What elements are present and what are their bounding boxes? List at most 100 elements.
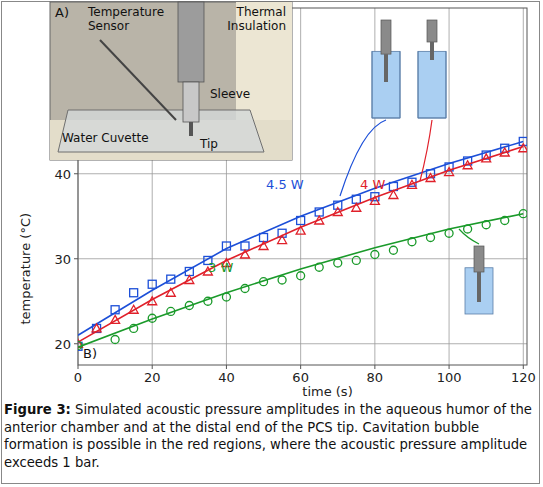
data-point bbox=[445, 229, 453, 237]
data-point bbox=[482, 154, 491, 162]
cuvette-wall bbox=[372, 51, 400, 118]
handpiece bbox=[178, 2, 204, 82]
data-point bbox=[93, 324, 101, 332]
data-point bbox=[297, 217, 305, 225]
tick-x bbox=[374, 365, 375, 369]
tick-y bbox=[74, 173, 78, 174]
probe-tip bbox=[430, 42, 434, 60]
caption: Figure 3: Simulated acoustic pressure am… bbox=[4, 401, 535, 471]
inset-label: Temperature bbox=[87, 5, 164, 19]
data-group bbox=[78, 137, 527, 350]
data-point bbox=[352, 203, 361, 211]
data-point bbox=[166, 288, 175, 296]
tick-y bbox=[74, 343, 78, 344]
leader-line bbox=[340, 120, 386, 196]
tick-label-x: 60 bbox=[292, 370, 309, 385]
data-point bbox=[389, 191, 398, 199]
tick-label-x: 80 bbox=[367, 370, 384, 385]
sleeve bbox=[183, 82, 199, 122]
data-point bbox=[407, 180, 416, 188]
cuvette-water bbox=[418, 51, 446, 118]
data-point bbox=[260, 278, 268, 286]
data-point bbox=[315, 216, 324, 224]
tick-label-x: 120 bbox=[511, 370, 536, 385]
data-point bbox=[333, 208, 342, 216]
grid-line-y bbox=[78, 173, 527, 174]
data-point bbox=[130, 324, 138, 332]
data-point bbox=[464, 225, 472, 233]
data-point bbox=[297, 272, 305, 280]
tick-label-x: 20 bbox=[144, 370, 161, 385]
probe-sleeve bbox=[381, 20, 391, 54]
inset-label: Tip bbox=[199, 137, 218, 151]
grid-line-y bbox=[78, 258, 527, 259]
tick-x bbox=[226, 365, 227, 369]
data-point bbox=[501, 217, 509, 225]
probe-tip bbox=[384, 54, 388, 82]
inset-label: Sensor bbox=[88, 19, 129, 33]
data-point bbox=[389, 246, 397, 254]
sensor bbox=[100, 40, 176, 120]
data-point bbox=[315, 263, 323, 271]
tick-label-x: 0 bbox=[74, 370, 82, 385]
data-point bbox=[185, 302, 193, 310]
fit-line bbox=[78, 141, 523, 335]
data-point bbox=[78, 341, 82, 349]
probe-sleeve bbox=[427, 20, 437, 42]
data-point bbox=[111, 306, 119, 314]
data-point bbox=[371, 251, 379, 259]
tick-y bbox=[74, 258, 78, 259]
data-point bbox=[222, 293, 230, 301]
grid-line-x bbox=[523, 8, 524, 365]
inset-label: Sleeve bbox=[210, 87, 250, 101]
inset-label: Water Cuvette bbox=[62, 131, 149, 145]
grid-line-y bbox=[78, 343, 527, 344]
leader-line bbox=[420, 120, 432, 181]
data-point bbox=[408, 238, 416, 246]
data-point bbox=[148, 314, 156, 322]
cuvette-icon bbox=[372, 20, 400, 118]
tick-x bbox=[523, 365, 524, 369]
cuvette-icon bbox=[418, 20, 446, 118]
data-point bbox=[78, 342, 82, 350]
data-point bbox=[185, 276, 194, 284]
y-axis-title: temperature (°C) bbox=[18, 213, 33, 325]
probe-sleeve bbox=[474, 246, 484, 272]
chart: 020406080100120203040time (s)temperature… bbox=[0, 0, 543, 400]
data-point bbox=[148, 297, 157, 305]
cuvette-water bbox=[465, 268, 493, 314]
data-point bbox=[519, 144, 527, 152]
tick-label-y: 20 bbox=[54, 337, 71, 352]
panel-label: A) bbox=[55, 5, 69, 20]
data-point bbox=[463, 161, 472, 169]
cuvette-water bbox=[372, 51, 400, 118]
data-point bbox=[129, 305, 138, 313]
tick-label-x: 100 bbox=[437, 370, 462, 385]
fit-line bbox=[78, 147, 523, 342]
inset-label: Insulation bbox=[227, 19, 286, 33]
data-point bbox=[482, 221, 490, 229]
tick-x bbox=[78, 365, 79, 369]
data-point bbox=[204, 297, 212, 305]
data-point bbox=[130, 289, 138, 297]
data-point bbox=[334, 259, 342, 267]
tick-x bbox=[300, 365, 301, 369]
data-point bbox=[92, 324, 101, 332]
data-point bbox=[111, 315, 120, 323]
series-label: 4.5 W bbox=[266, 177, 304, 192]
data-point bbox=[426, 174, 435, 182]
probe-tip bbox=[477, 272, 481, 302]
caption-label: Figure 3: bbox=[4, 402, 71, 417]
data-point bbox=[500, 148, 509, 156]
data-point bbox=[519, 210, 527, 218]
tick-x bbox=[449, 365, 450, 369]
data-point bbox=[352, 256, 360, 264]
fit-line bbox=[78, 214, 523, 347]
tick-label-x: 40 bbox=[218, 370, 235, 385]
data-point bbox=[167, 275, 175, 283]
data-point bbox=[167, 307, 175, 315]
series-label: 4 W bbox=[360, 177, 385, 192]
data-point bbox=[148, 280, 156, 288]
data-point bbox=[296, 226, 305, 234]
leader-line bbox=[459, 229, 479, 244]
